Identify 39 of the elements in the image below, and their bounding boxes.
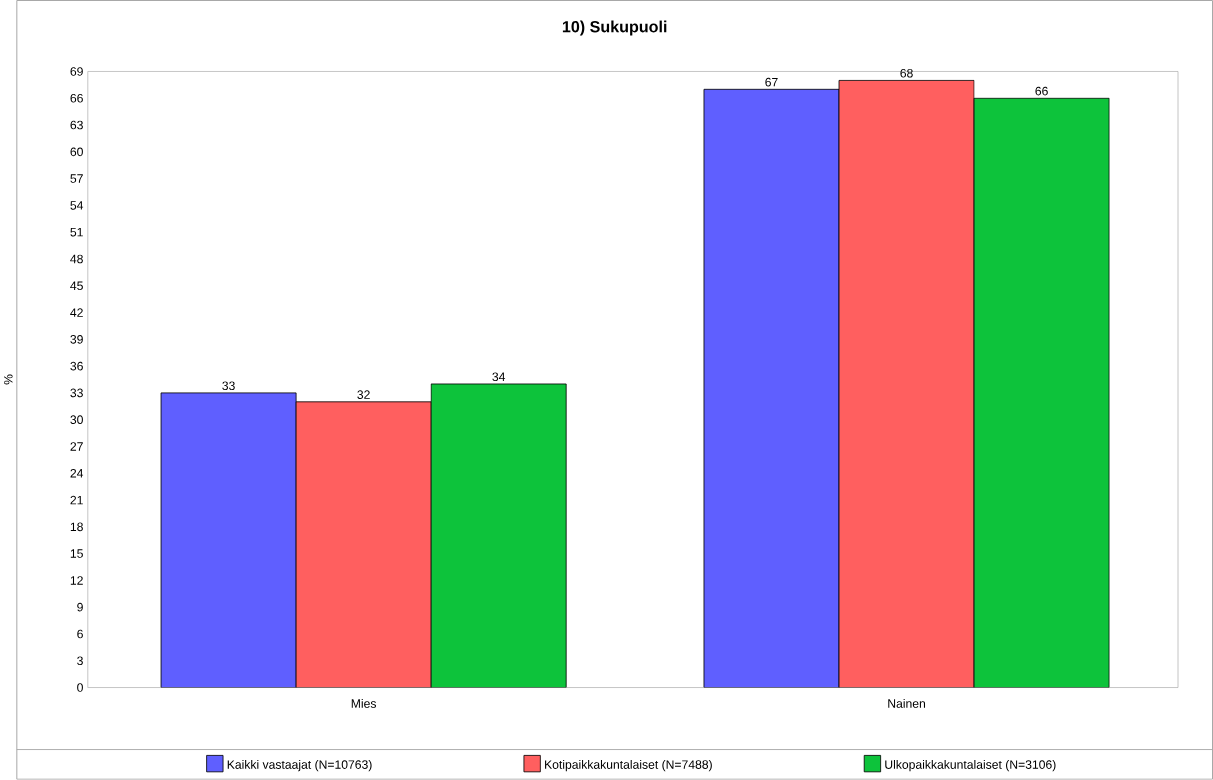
- y-tick-label: 9: [77, 603, 83, 612]
- y-tick-label: 3: [77, 656, 83, 666]
- y-tick-label: 30: [70, 415, 83, 425]
- data-label: 66: [1035, 86, 1048, 96]
- y-tick-label: 33: [70, 388, 83, 398]
- y-tick-label: 24: [70, 469, 84, 478]
- x-tick-label: Mies: [351, 699, 377, 709]
- y-tick-label: 69: [70, 67, 83, 76]
- y-tick-label: 60: [70, 147, 83, 157]
- y-tick-label: 0: [77, 683, 83, 692]
- legend-label: Kaikki vastaajat (N=10763): [227, 760, 372, 772]
- y-tick-label: 63: [70, 120, 83, 130]
- data-label: 33: [222, 381, 235, 391]
- y-tick-label: 27: [70, 442, 83, 451]
- y-tick-label: 6: [77, 629, 83, 639]
- y-axis-title: %: [4, 374, 13, 385]
- x-tick-label: Nainen: [888, 699, 926, 709]
- y-tick-label: 12: [70, 576, 83, 585]
- y-tick-label: 66: [70, 94, 83, 103]
- data-label: 34: [492, 372, 506, 382]
- y-tick-label: 45: [70, 281, 83, 291]
- data-label: 68: [900, 69, 913, 78]
- y-tick-label: 36: [70, 361, 83, 371]
- y-tick-label: 54: [70, 201, 84, 210]
- y-tick-label: 39: [70, 335, 83, 344]
- y-tick-label: 48: [70, 254, 83, 264]
- y-tick-label: 15: [70, 549, 83, 558]
- legend-label: Ulkopaikkakuntalaiset (N=3106): [885, 760, 1056, 772]
- data-label: 32: [357, 390, 370, 400]
- data-label: 67: [765, 77, 778, 87]
- legend-label: Kotipaikkakuntalaiset (N=7488): [545, 760, 712, 772]
- y-tick-label: 18: [70, 522, 83, 532]
- bar: [703, 89, 840, 688]
- y-tick-label: 57: [70, 174, 83, 183]
- y-tick-label: 21: [70, 495, 83, 505]
- y-tick-label: 51: [70, 228, 83, 237]
- bar: [160, 392, 297, 688]
- chart-title: 10) Sukupuoli: [562, 20, 667, 36]
- y-tick-label: 42: [70, 308, 83, 317]
